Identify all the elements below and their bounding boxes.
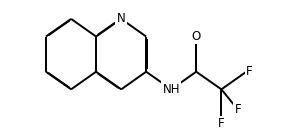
Text: F: F bbox=[218, 117, 225, 130]
Text: F: F bbox=[246, 65, 253, 78]
Text: NH: NH bbox=[162, 83, 180, 96]
Text: F: F bbox=[235, 104, 241, 116]
Text: N: N bbox=[117, 12, 126, 25]
Text: O: O bbox=[192, 30, 201, 43]
